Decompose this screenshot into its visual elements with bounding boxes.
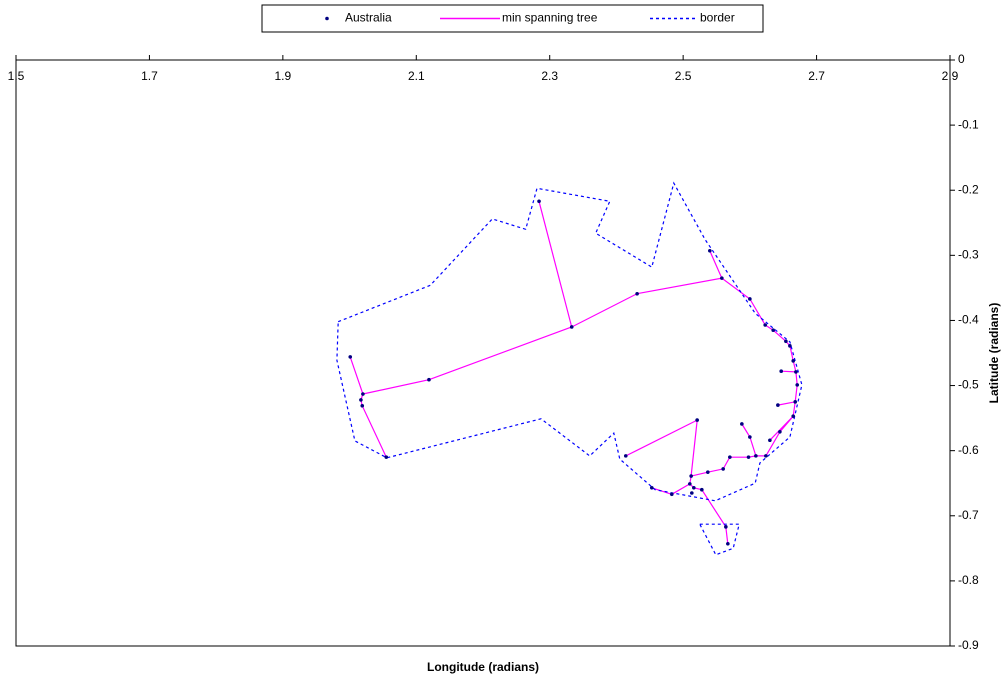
point xyxy=(768,438,772,443)
point xyxy=(688,482,692,486)
point xyxy=(778,429,782,434)
x-tick-label: 2.7 xyxy=(808,69,825,83)
y-tick-label: 0 xyxy=(958,52,965,66)
point xyxy=(724,525,728,529)
x-axis-title: Longitude (radians) xyxy=(427,660,539,674)
point xyxy=(721,467,725,471)
series-line xyxy=(349,201,798,544)
point xyxy=(784,339,788,344)
point xyxy=(791,414,796,418)
legend-label: min spanning tree xyxy=(502,11,598,25)
y-tick-label: -0.5 xyxy=(958,378,979,392)
point xyxy=(779,369,784,374)
point xyxy=(537,199,541,204)
point xyxy=(359,398,363,402)
point xyxy=(726,541,730,546)
point xyxy=(795,383,800,387)
y-tick-label: -0.3 xyxy=(958,248,979,262)
point xyxy=(748,297,752,301)
point xyxy=(708,248,712,253)
legend-label: Australia xyxy=(345,11,392,25)
y-tick-label: -0.6 xyxy=(958,443,979,457)
point xyxy=(689,474,693,478)
point xyxy=(360,403,365,408)
point xyxy=(427,377,431,382)
legend-box xyxy=(261,4,764,33)
point xyxy=(794,370,798,374)
point xyxy=(690,491,694,495)
point xyxy=(788,344,792,348)
point xyxy=(623,454,628,458)
y-tick-label: -0.1 xyxy=(958,117,979,131)
point xyxy=(384,455,389,459)
x-tick-label: 1.5 xyxy=(8,69,25,83)
point xyxy=(635,291,639,296)
point xyxy=(776,403,780,407)
point xyxy=(361,392,365,396)
point xyxy=(754,454,758,458)
point xyxy=(706,470,710,474)
point xyxy=(764,454,768,458)
point xyxy=(569,325,574,329)
y-tick-label: -0.4 xyxy=(958,313,979,327)
point xyxy=(793,400,798,404)
point xyxy=(763,323,768,327)
point xyxy=(670,492,674,497)
y-tick-label: -0.9 xyxy=(958,638,979,652)
point xyxy=(746,455,751,459)
point xyxy=(728,455,732,459)
point xyxy=(740,422,744,426)
point xyxy=(700,487,704,492)
x-tick-label: 1.9 xyxy=(275,69,292,83)
x-tick-label: 2.3 xyxy=(541,69,558,83)
x-tick-label: 2.9 xyxy=(942,69,959,83)
y-tick-label: -0.2 xyxy=(958,182,979,196)
y-axis-title: Latitude (radians) xyxy=(987,303,1001,404)
point xyxy=(695,418,699,422)
y-tick-label: -0.8 xyxy=(958,573,979,587)
y-tick-label: -0.7 xyxy=(958,508,979,522)
x-tick-label: 2.5 xyxy=(675,69,692,83)
point xyxy=(748,435,752,439)
x-tick-label: 2.1 xyxy=(408,69,425,83)
point xyxy=(720,276,724,280)
legend-marker xyxy=(325,16,329,21)
point xyxy=(692,485,696,490)
series-line xyxy=(336,181,803,556)
point xyxy=(771,328,776,333)
plot-area xyxy=(15,59,951,647)
point xyxy=(791,359,796,363)
x-tick-label: 1.7 xyxy=(141,69,158,83)
legend-label: border xyxy=(700,11,735,25)
point xyxy=(649,485,654,490)
point xyxy=(348,355,353,359)
